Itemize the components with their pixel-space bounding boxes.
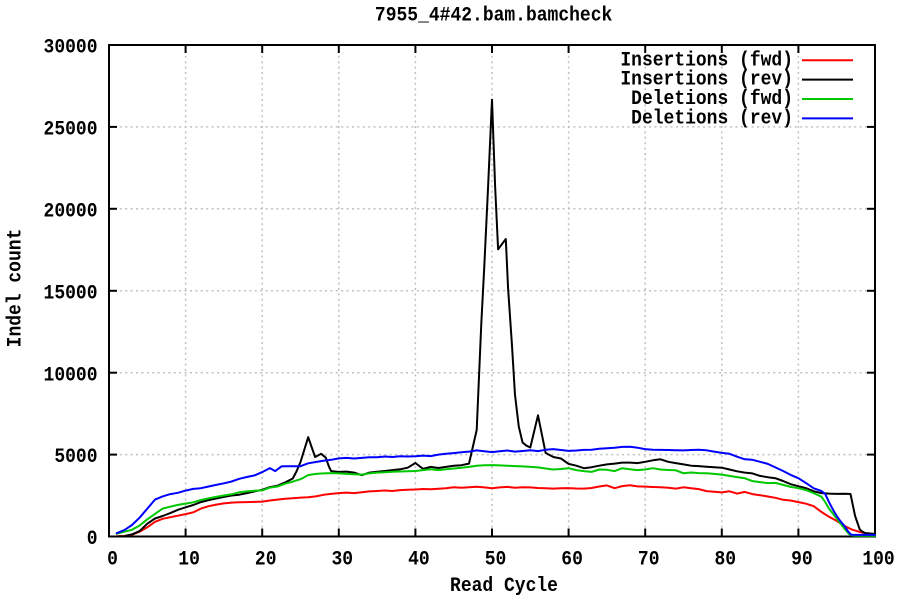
svg-text:Read Cycle: Read Cycle bbox=[450, 574, 558, 597]
svg-text:7955_4#42.bam.bamcheck: 7955_4#42.bam.bamcheck bbox=[375, 3, 613, 26]
svg-text:60: 60 bbox=[561, 547, 583, 570]
svg-text:20: 20 bbox=[255, 547, 277, 570]
svg-text:Insertions (rev): Insertions (rev) bbox=[620, 68, 793, 91]
svg-text:15000: 15000 bbox=[44, 281, 98, 304]
svg-text:20000: 20000 bbox=[44, 199, 98, 222]
svg-text:100: 100 bbox=[862, 547, 894, 570]
svg-text:80: 80 bbox=[715, 547, 737, 570]
svg-text:5000: 5000 bbox=[54, 445, 97, 468]
svg-text:40: 40 bbox=[408, 547, 430, 570]
svg-text:90: 90 bbox=[791, 547, 813, 570]
svg-text:Indel count: Indel count bbox=[3, 229, 26, 348]
svg-text:70: 70 bbox=[638, 547, 660, 570]
svg-text:0: 0 bbox=[87, 527, 98, 550]
svg-text:10000: 10000 bbox=[44, 363, 98, 386]
svg-text:Deletions (fwd): Deletions (fwd) bbox=[631, 87, 793, 110]
svg-text:30000: 30000 bbox=[44, 36, 98, 59]
svg-text:0: 0 bbox=[107, 547, 118, 570]
svg-text:Insertions (fwd): Insertions (fwd) bbox=[620, 48, 793, 71]
svg-text:25000: 25000 bbox=[44, 117, 98, 140]
svg-text:30: 30 bbox=[332, 547, 354, 570]
svg-text:10: 10 bbox=[178, 547, 200, 570]
svg-text:Deletions (rev): Deletions (rev) bbox=[631, 106, 793, 129]
svg-text:50: 50 bbox=[485, 547, 507, 570]
